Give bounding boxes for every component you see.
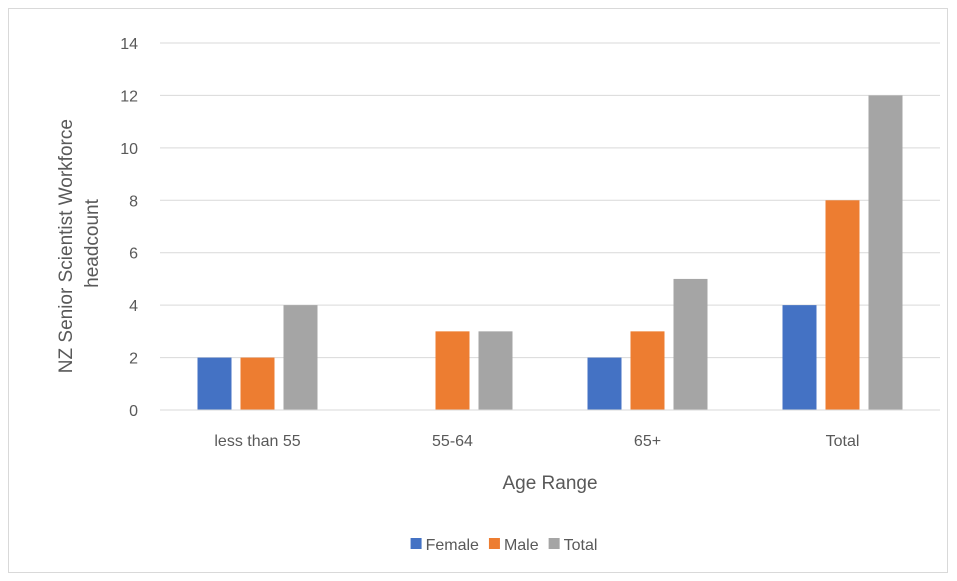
bar-total-0 xyxy=(283,305,318,410)
legend-label: Total xyxy=(564,537,598,554)
x-tick-label: Total xyxy=(826,433,860,450)
y-axis-title-line-1: NZ Senior Scientist Workforce xyxy=(56,119,77,373)
y-axis-title: NZ Senior Scientist Workforce headcount xyxy=(56,114,103,373)
y-axis-title-line-2: headcount xyxy=(82,198,103,287)
legend-item-male: Male xyxy=(488,537,539,554)
legend-swatch xyxy=(548,538,560,549)
legend-label: Male xyxy=(504,537,539,554)
x-tick-label: 65+ xyxy=(634,433,661,450)
bar-female-0 xyxy=(197,357,232,410)
legend-label: Female xyxy=(426,537,479,554)
y-tick-label: 6 xyxy=(129,246,138,263)
legend-item-total: Total xyxy=(548,537,598,554)
bar-total-3 xyxy=(868,95,903,410)
y-tick-label: 10 xyxy=(120,141,138,158)
bars xyxy=(197,95,903,410)
bar-male-2 xyxy=(630,331,665,410)
bar-total-1 xyxy=(478,331,513,410)
legend-swatch xyxy=(410,538,422,549)
legend-swatch xyxy=(488,538,500,549)
chart-area xyxy=(8,8,948,573)
gridlines xyxy=(160,42,940,359)
legend-item-female: Female xyxy=(410,537,479,554)
y-tick-label: 4 xyxy=(129,298,138,315)
legend: Female Male Total xyxy=(410,537,598,554)
y-tick-label: 0 xyxy=(129,403,138,420)
bar-male-3 xyxy=(825,200,860,410)
bar-male-1 xyxy=(435,331,470,410)
x-axis-ticks: less than 55 55-64 65+ Total xyxy=(214,433,859,450)
y-axis-ticks: 0 2 4 6 8 10 12 14 xyxy=(120,36,138,420)
bar-female-2 xyxy=(587,357,622,410)
x-tick-label: 55-64 xyxy=(432,433,473,450)
y-tick-label: 12 xyxy=(120,88,138,105)
bar-male-0 xyxy=(240,357,275,410)
y-tick-label: 2 xyxy=(129,351,138,368)
x-axis-title: Age Range xyxy=(502,473,597,494)
x-tick-label: less than 55 xyxy=(214,433,300,450)
y-tick-label: 14 xyxy=(120,36,138,53)
bar-female-3 xyxy=(782,305,817,410)
bar-total-2 xyxy=(673,278,708,410)
y-tick-label: 8 xyxy=(129,193,138,210)
